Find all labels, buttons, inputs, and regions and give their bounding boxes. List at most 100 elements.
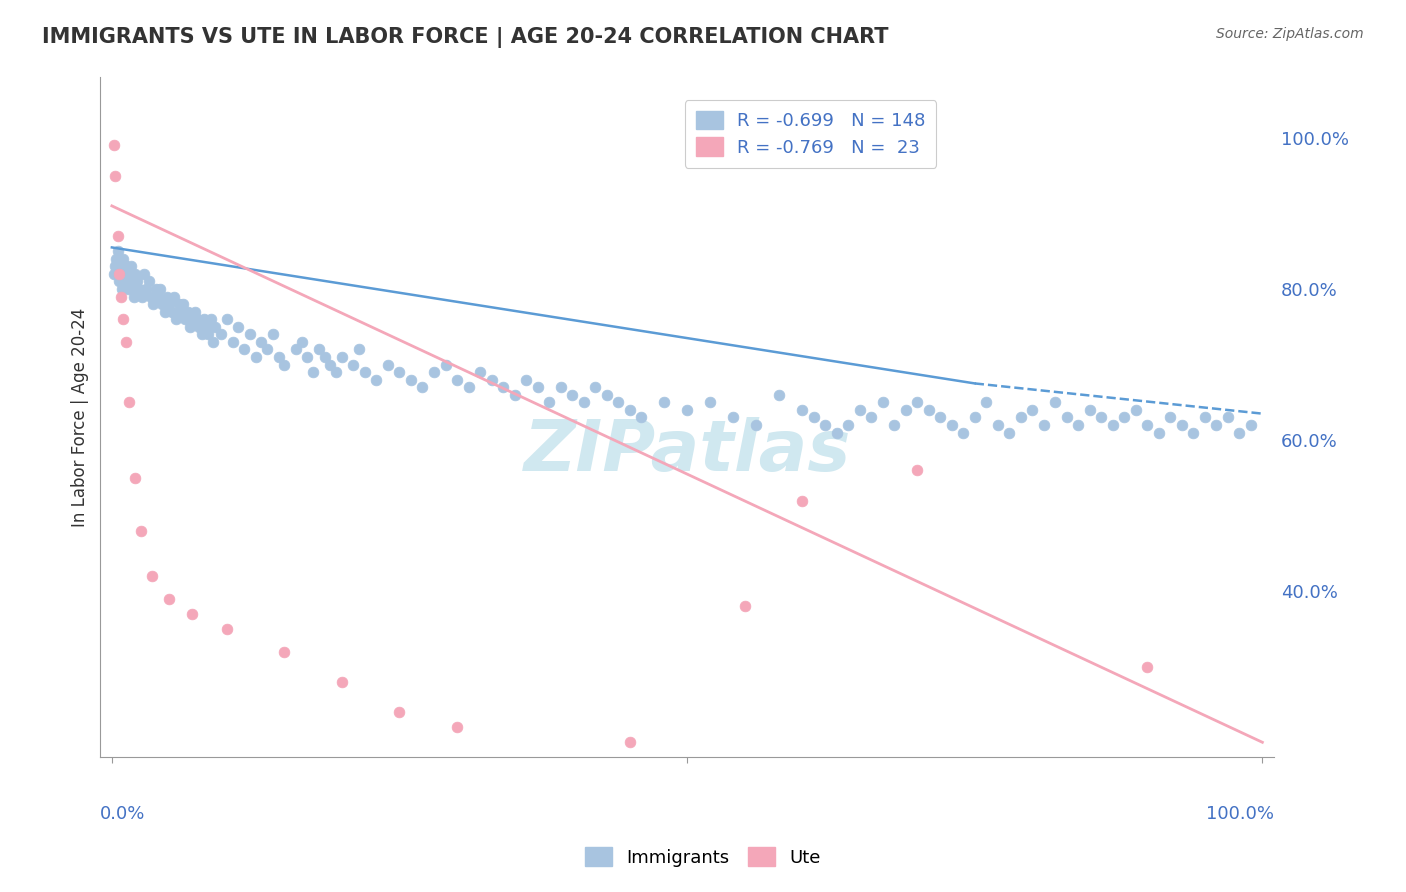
Point (195, 319, 218, 334)
Point (745, 417, 768, 432)
Point (174, 312, 197, 326)
Point (768, 388, 790, 402)
Point (1227, 425, 1250, 440)
Point (131, 289, 153, 303)
Point (630, 410, 652, 425)
Point (792, 493, 814, 508)
Point (825, 425, 848, 440)
Point (1090, 410, 1112, 425)
Point (1136, 659, 1159, 673)
Point (110, 289, 132, 303)
Point (314, 350, 336, 364)
Point (215, 312, 238, 326)
Point (1182, 425, 1205, 440)
Point (734, 599, 756, 614)
Point (814, 417, 837, 432)
Point (377, 358, 399, 372)
Point (526, 380, 548, 394)
Point (1125, 402, 1147, 417)
Legend: R = -0.699   N = 148, R = -0.769   N =  23: R = -0.699 N = 148, R = -0.769 N = 23 (685, 100, 936, 168)
Point (103, 138, 125, 153)
Point (468, 365, 491, 379)
Point (929, 410, 952, 425)
Point (446, 720, 468, 734)
Point (165, 312, 187, 326)
Point (108, 260, 131, 274)
Text: ZIPatlas: ZIPatlas (523, 417, 851, 486)
Point (354, 365, 377, 379)
Point (619, 402, 641, 417)
Point (152, 297, 174, 311)
Point (172, 297, 194, 311)
Point (124, 267, 146, 281)
Point (129, 524, 152, 538)
Legend: Immigrants, Ute: Immigrants, Ute (578, 840, 828, 874)
Point (905, 463, 928, 477)
Point (388, 705, 411, 719)
Point (1205, 417, 1227, 432)
Point (1136, 417, 1159, 432)
Point (145, 282, 167, 296)
Point (183, 304, 205, 318)
Point (721, 410, 744, 425)
Point (193, 312, 215, 326)
Point (267, 350, 290, 364)
Point (837, 417, 859, 432)
Point (107, 229, 129, 244)
Point (250, 334, 273, 349)
Point (607, 395, 630, 409)
Point (117, 282, 139, 296)
Point (157, 297, 180, 311)
Point (1045, 395, 1067, 409)
Point (342, 358, 364, 372)
Point (1010, 410, 1032, 425)
Point (883, 417, 905, 432)
Point (114, 267, 136, 281)
Point (860, 410, 883, 425)
Point (941, 417, 963, 432)
Point (221, 334, 243, 349)
Point (115, 275, 138, 289)
Point (803, 410, 825, 425)
Point (233, 343, 256, 357)
Point (319, 358, 342, 372)
Point (209, 327, 232, 342)
Point (583, 380, 606, 394)
Point (146, 289, 169, 303)
Point (918, 402, 941, 417)
Point (104, 169, 127, 183)
Point (894, 402, 917, 417)
Point (399, 373, 422, 387)
Point (330, 350, 353, 364)
Point (157, 591, 180, 606)
Point (388, 365, 411, 379)
Point (1078, 402, 1101, 417)
Point (1067, 417, 1090, 432)
Point (595, 388, 617, 402)
Point (200, 312, 222, 326)
Point (179, 319, 201, 334)
Point (107, 267, 129, 281)
Point (699, 395, 721, 409)
Point (423, 365, 446, 379)
Point (652, 395, 675, 409)
Point (120, 275, 142, 289)
Point (457, 380, 479, 394)
Point (118, 395, 141, 409)
Point (1194, 410, 1216, 425)
Point (366, 373, 388, 387)
Y-axis label: In Labor Force | Age 20-24: In Labor Force | Age 20-24 (72, 308, 89, 527)
Point (572, 395, 595, 409)
Point (291, 334, 314, 349)
Text: 0.0%: 0.0% (100, 805, 146, 823)
Point (132, 267, 155, 281)
Point (872, 395, 894, 409)
Point (1216, 410, 1239, 425)
Point (190, 327, 212, 342)
Point (561, 388, 583, 402)
Point (1056, 410, 1078, 425)
Point (1159, 410, 1181, 425)
Point (104, 260, 127, 274)
Point (1032, 417, 1054, 432)
Point (114, 334, 136, 349)
